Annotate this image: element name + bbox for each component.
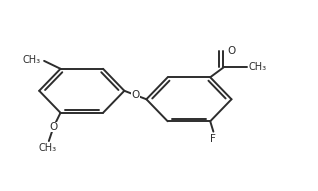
Text: CH₃: CH₃ <box>249 62 267 72</box>
Text: O: O <box>131 90 140 100</box>
Text: CH₃: CH₃ <box>23 55 41 65</box>
Text: O: O <box>227 45 236 56</box>
Text: F: F <box>211 134 216 143</box>
Text: O: O <box>49 122 58 132</box>
Text: CH₃: CH₃ <box>38 142 56 153</box>
